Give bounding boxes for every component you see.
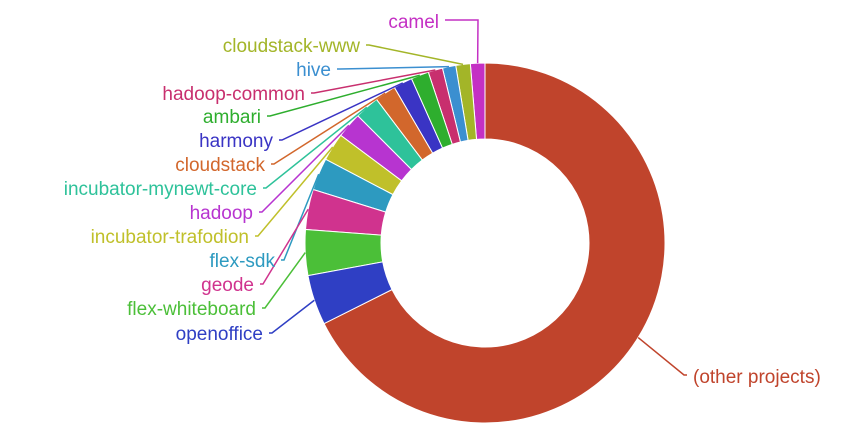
label-cloudstack: cloudstack (175, 155, 265, 176)
leader-flex-whiteboard (262, 252, 306, 309)
label-ambari: ambari (203, 107, 261, 128)
label-other-projects: (other projects) (693, 367, 821, 388)
label-incubator-trafodion: incubator-trafodion (91, 227, 249, 248)
label-camel: camel (388, 12, 439, 33)
leader-flex-sdk (281, 173, 320, 261)
leader-hadoop (259, 124, 350, 213)
leader-harmony (279, 82, 404, 141)
label-openoffice: openoffice (176, 324, 263, 345)
leader-cloudstack-www (366, 44, 464, 66)
leader-camel (445, 19, 479, 64)
leader-hadoop-common (311, 69, 436, 94)
label-flex-sdk: flex-sdk (210, 251, 276, 272)
label-hadoop-common: hadoop-common (162, 84, 305, 105)
donut-slices (304, 62, 666, 423)
leader-incubator-trafodion (255, 146, 334, 237)
leader-other-projects (637, 336, 687, 376)
leader-hive (337, 65, 450, 70)
label-harmony: harmony (199, 131, 273, 152)
slice-labels: camel cloudstack-www hive hadoop-commonamba… (64, 12, 821, 388)
label-hadoop: hadoop (190, 203, 253, 224)
leader-openoffice (269, 299, 315, 334)
leader-ambari (267, 74, 420, 117)
label-cloudstack-www: cloudstack-www (223, 36, 361, 57)
leader-incubator-mynewt-core (263, 106, 368, 189)
label-flex-whiteboard: flex-whiteboard (127, 299, 256, 320)
slice-other-projects[interactable] (323, 62, 666, 423)
label-geode: geode (201, 275, 254, 296)
leader-lines (255, 19, 687, 376)
label-incubator-mynewt-core: incubator-mynewt-core (64, 179, 257, 200)
leader-cloudstack (271, 92, 386, 165)
label-hive: hive (296, 60, 331, 81)
leader-geode (260, 208, 309, 285)
